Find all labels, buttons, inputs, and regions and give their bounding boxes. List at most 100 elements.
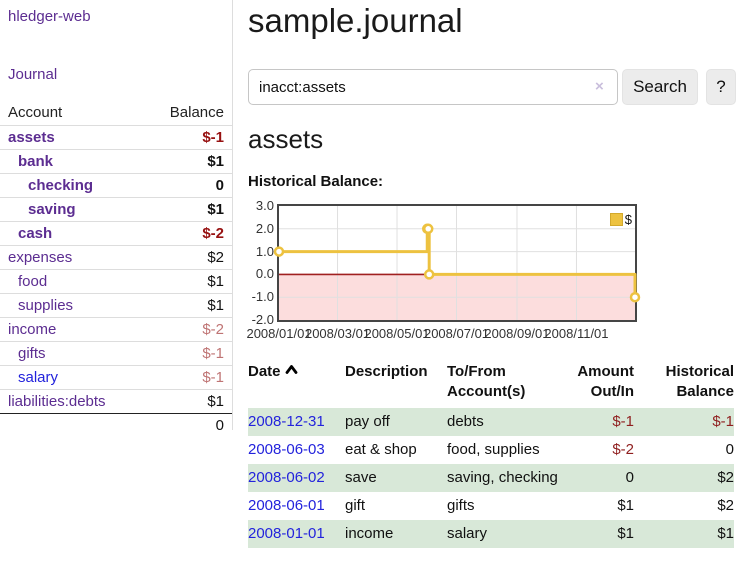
register-table: Date Description To/From Account(s) Amou… xyxy=(248,360,734,548)
sidebar-account-row: bank $1 xyxy=(0,149,232,173)
table-row: 2008-06-03 eat & shop food, supplies $-2 0 xyxy=(248,436,734,464)
sidebar-account-row: supplies $1 xyxy=(0,293,232,317)
search-input[interactable] xyxy=(248,69,618,105)
cell-description: gift xyxy=(345,497,366,514)
chart-canvas xyxy=(273,206,641,320)
account-link[interactable]: bank xyxy=(18,153,54,170)
col-header-description: Description xyxy=(345,363,428,380)
cell-amount: $1 xyxy=(617,525,634,542)
account-balance: $1 xyxy=(207,201,224,218)
transaction-date-link[interactable]: 2008-06-02 xyxy=(248,469,325,486)
sidebar-account-row: cash $-2 xyxy=(0,221,232,245)
sidebar-account-row: checking 0 xyxy=(0,173,232,197)
chart-legend: $ xyxy=(609,212,632,227)
page-title: sample.journal xyxy=(248,2,463,39)
search-button[interactable]: Search xyxy=(622,69,698,105)
y-axis-tick-label: -2.0 xyxy=(251,312,274,327)
accounts-table: Account Balance assets $-1 bank $1 checking 0… xyxy=(0,100,232,437)
x-axis-tick-label: 2008/07/01 xyxy=(423,326,490,341)
sidebar-account-row: food $1 xyxy=(0,269,232,293)
account-link[interactable]: expenses xyxy=(8,249,73,266)
cell-date: 2008-06-03 xyxy=(248,436,345,464)
transaction-date-link[interactable]: 2008-12-31 xyxy=(248,413,325,430)
account-balance: 0 xyxy=(215,177,224,194)
sidebar-account-row: assets $-1 xyxy=(0,125,232,149)
sidebar-item-journal[interactable]: Journal xyxy=(8,66,58,83)
cell-accounts: salary xyxy=(447,525,488,542)
account-link[interactable]: food xyxy=(18,273,48,290)
account-balance: $-1 xyxy=(202,345,224,362)
sidebar-account-row: saving $1 xyxy=(0,197,232,221)
app-brand-link[interactable]: hledger-web xyxy=(8,8,91,25)
account-balance: $1 xyxy=(207,393,224,410)
accounts-header-account: Account xyxy=(8,104,63,121)
cell-amount: $1 xyxy=(617,497,634,514)
y-axis-tick-label: 1.0 xyxy=(255,243,274,259)
cell-date: 2008-06-01 xyxy=(248,492,345,520)
sidebar: hledger-web Journal Account Balance asse… xyxy=(0,0,233,434)
sidebar-account-row: income $-2 xyxy=(0,317,232,341)
cell-amount: $-1 xyxy=(612,413,634,430)
y-axis-tick-label: 2.0 xyxy=(255,220,274,236)
historical-balance-chart: $ 3.0 2.0 1.0 0.0 -1.0 -2.0 2008/01/01 2008/03/… xyxy=(246,199,742,346)
transaction-date-link[interactable]: 2008-06-01 xyxy=(248,497,325,514)
chart-label: Historical Balance: xyxy=(248,173,384,190)
cell-balance: $2 xyxy=(717,469,734,486)
accounts-total-value: 0 xyxy=(215,417,224,434)
cell-description: pay off xyxy=(345,413,390,430)
sidebar-account-row: liabilities:debts $1 xyxy=(0,389,232,413)
cell-date: 2008-01-01 xyxy=(248,520,345,548)
account-link[interactable]: checking xyxy=(28,177,94,194)
accounts-total-row: 0 xyxy=(0,413,232,437)
cell-accounts: gifts xyxy=(447,497,475,514)
account-balance: $-2 xyxy=(202,321,224,338)
sidebar-account-row: salary $-1 xyxy=(0,365,232,389)
col-header-amount: Amount Out/In xyxy=(577,363,634,400)
account-link[interactable]: saving xyxy=(28,201,76,218)
legend-swatch xyxy=(609,213,623,226)
cell-accounts: saving, checking xyxy=(447,469,558,486)
col-header-balance: Historical Balance xyxy=(665,363,734,400)
table-row: 2008-01-01 income salary $1 $1 xyxy=(248,520,734,548)
help-button[interactable]: ? xyxy=(706,69,736,105)
cell-balance: 0 xyxy=(725,441,734,458)
account-heading: assets xyxy=(248,124,324,154)
table-row: 2008-06-02 save saving, checking 0 $2 xyxy=(248,464,734,492)
transaction-date-link[interactable]: 2008-01-01 xyxy=(248,525,325,542)
register-header-row: Date Description To/From Account(s) Amou… xyxy=(248,360,734,408)
account-link[interactable]: supplies xyxy=(18,297,74,314)
cell-amount: $-2 xyxy=(612,441,634,458)
account-balance: $1 xyxy=(207,153,224,170)
x-axis-tick-label: 2008/09/01 xyxy=(484,326,550,341)
cell-amount: 0 xyxy=(625,469,634,486)
account-link[interactable]: salary xyxy=(18,369,59,386)
cell-description: save xyxy=(345,469,377,486)
col-header-date[interactable]: Date xyxy=(248,360,345,404)
transaction-date-link[interactable]: 2008-06-03 xyxy=(248,441,325,458)
col-header-accounts: To/From Account(s) xyxy=(447,363,526,400)
cell-accounts: food, supplies xyxy=(447,441,540,458)
cell-balance: $1 xyxy=(717,525,734,542)
cell-description: income xyxy=(345,525,394,542)
cell-date: 2008-06-02 xyxy=(248,464,345,492)
sidebar-account-row: gifts $-1 xyxy=(0,341,232,365)
account-link[interactable]: gifts xyxy=(18,345,46,362)
account-link[interactable]: income xyxy=(8,321,57,338)
clear-search-icon[interactable]: × xyxy=(595,78,604,95)
legend-label: $ xyxy=(624,212,632,227)
x-axis-tick-label: 2008/01/01 xyxy=(246,326,312,341)
search-form: × Search ? xyxy=(248,69,742,105)
account-link[interactable]: liabilities:debts xyxy=(8,393,106,410)
x-axis-tick-label: 2008/05/01 xyxy=(364,326,430,341)
account-balance: $-1 xyxy=(202,369,224,386)
account-link[interactable]: assets xyxy=(8,129,55,146)
table-row: 2008-12-31 pay off debts $-1 $-1 xyxy=(248,408,734,436)
y-axis-tick-label: 0.0 xyxy=(255,266,274,282)
cell-accounts: debts xyxy=(447,413,484,430)
cell-date: 2008-12-31 xyxy=(248,408,345,436)
accounts-header-balance: Balance xyxy=(169,104,224,121)
account-balance: $-2 xyxy=(202,225,224,242)
account-link[interactable]: cash xyxy=(18,225,53,242)
account-balance: $-1 xyxy=(202,129,224,146)
x-axis-tick-label: 2008/11/01 xyxy=(544,326,609,341)
